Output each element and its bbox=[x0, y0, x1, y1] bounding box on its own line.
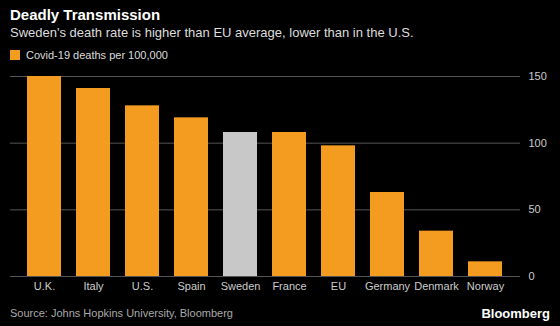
html-text:Source: Johns Hopkins Universi: Source: Johns Hopkins University, Bloomb… bbox=[10, 307, 233, 319]
html-text:Sweden's death rate is higher: Sweden's death rate is higher than EU av… bbox=[10, 25, 414, 40]
svg-text:EU: EU bbox=[331, 280, 346, 292]
svg-text:France: France bbox=[272, 280, 306, 292]
svg-text:Denmark: Denmark bbox=[414, 280, 459, 292]
svg-text:U.K.: U.K. bbox=[34, 280, 55, 292]
svg-text:Spain: Spain bbox=[177, 280, 205, 292]
svg-text:U.S.: U.S. bbox=[132, 280, 153, 292]
svg-text:150: 150 bbox=[529, 70, 547, 82]
html-text:Covid-19 deaths per 100,000: Covid-19 deaths per 100,000 bbox=[26, 49, 168, 61]
html-text:Bloomberg: Bloomberg bbox=[481, 305, 550, 321]
svg-text:50: 50 bbox=[529, 203, 541, 215]
svg-text:Norway: Norway bbox=[467, 280, 505, 292]
html-text:Deadly Transmission: Deadly Transmission bbox=[10, 6, 161, 23]
svg-text:Sweden: Sweden bbox=[221, 280, 261, 292]
svg-text:Germany: Germany bbox=[365, 280, 411, 292]
svg-text:0: 0 bbox=[529, 270, 535, 282]
svg-text:100: 100 bbox=[529, 137, 547, 149]
svg-text:Italy: Italy bbox=[83, 280, 104, 292]
